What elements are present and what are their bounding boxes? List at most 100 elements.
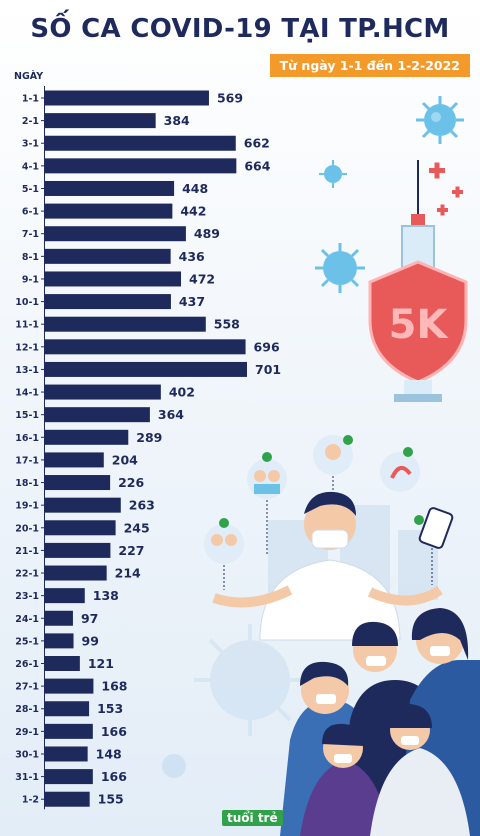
bar — [45, 339, 246, 355]
category-label: 24-1 — [15, 614, 39, 625]
value-label: 289 — [136, 430, 162, 445]
value-label: 364 — [158, 407, 184, 422]
bar — [45, 248, 171, 264]
bar — [45, 791, 90, 807]
bar — [45, 633, 74, 649]
bar — [45, 542, 111, 558]
bar — [45, 180, 175, 196]
virus-icon — [315, 243, 365, 293]
bar — [45, 475, 111, 491]
category-label: 3-1 — [22, 139, 39, 150]
value-label: 204 — [112, 452, 138, 467]
category-label: 16-1 — [15, 433, 39, 444]
value-label: 402 — [169, 385, 195, 400]
value-label: 148 — [96, 746, 122, 761]
bar — [45, 769, 93, 785]
value-label: 153 — [97, 701, 123, 716]
value-label: 701 — [255, 362, 281, 377]
value-label: 664 — [244, 158, 270, 173]
value-label: 99 — [82, 633, 99, 648]
bar — [45, 113, 156, 129]
virus-icon — [162, 754, 186, 778]
category-label: 17-1 — [15, 455, 39, 466]
value-label: 226 — [118, 475, 144, 490]
bar — [45, 610, 73, 626]
value-label: 263 — [129, 498, 155, 513]
category-label: 15-1 — [15, 410, 39, 421]
virus-icon — [194, 624, 306, 736]
category-label: 21-1 — [15, 546, 39, 557]
crowd-figures — [280, 608, 480, 836]
category-label: 2-1 — [22, 116, 39, 127]
bar — [45, 135, 236, 151]
bar — [45, 656, 80, 671]
value-label: 569 — [217, 91, 243, 106]
bar — [45, 520, 116, 536]
value-label: 121 — [88, 656, 114, 671]
category-label: 23-1 — [15, 591, 39, 602]
category-label: 9-1 — [22, 274, 39, 285]
value-label: 97 — [81, 611, 98, 626]
value-label: 168 — [101, 679, 127, 694]
value-label: 662 — [244, 136, 270, 151]
value-label: 155 — [98, 792, 124, 807]
bar — [45, 361, 247, 377]
bar — [45, 158, 237, 174]
value-label: 138 — [93, 588, 119, 603]
value-label: 696 — [254, 339, 280, 354]
category-label: 1-1 — [22, 94, 39, 105]
bar — [45, 203, 173, 219]
category-label: 26-1 — [15, 659, 39, 670]
plus-icon — [429, 162, 463, 216]
value-label: 245 — [124, 520, 150, 535]
category-label: 14-1 — [15, 388, 39, 399]
value-label: 436 — [179, 249, 205, 264]
value-label: 442 — [180, 204, 206, 219]
brand-logo: tuổi trẻ — [222, 810, 283, 826]
y-axis-label: NGÀY — [14, 71, 44, 82]
category-label: 27-1 — [15, 682, 39, 693]
value-label: 558 — [214, 317, 240, 332]
category-label: 6-1 — [22, 207, 39, 218]
category-label: 10-1 — [15, 297, 39, 308]
value-label: 489 — [194, 226, 220, 241]
category-label: 18-1 — [15, 478, 39, 489]
category-label: 19-1 — [15, 501, 39, 512]
doctor-figure — [212, 491, 443, 641]
value-label: 448 — [182, 181, 208, 196]
value-label: 472 — [189, 271, 215, 286]
bar — [45, 588, 85, 604]
bar — [45, 701, 90, 717]
shield-text: 5K — [389, 302, 450, 348]
page-title: SỐ CA COVID-19 TẠI TP.HCM — [30, 14, 450, 44]
category-label: 30-1 — [15, 749, 39, 760]
bar — [45, 497, 121, 513]
bar — [45, 294, 171, 310]
category-label: 25-1 — [15, 636, 39, 647]
category-label: 1-2 — [22, 795, 39, 806]
category-label: 12-1 — [15, 342, 39, 353]
value-label: 214 — [115, 566, 141, 581]
value-label: 384 — [164, 113, 190, 128]
bar — [45, 271, 182, 287]
bar — [45, 90, 209, 106]
syringe-shield-icon: 5K — [368, 160, 468, 402]
value-label: 437 — [179, 294, 205, 309]
bar — [45, 316, 206, 332]
bar — [45, 678, 94, 694]
category-label: 11-1 — [15, 320, 39, 331]
category-label: 31-1 — [15, 772, 39, 783]
bar — [45, 429, 129, 445]
bar — [45, 723, 93, 739]
value-label: 227 — [118, 543, 144, 558]
virus-icon — [319, 160, 347, 188]
category-label: 28-1 — [15, 704, 39, 715]
category-label: 20-1 — [15, 523, 39, 534]
category-label: 7-1 — [22, 229, 39, 240]
category-label: 29-1 — [15, 727, 39, 738]
category-label: 13-1 — [15, 365, 39, 376]
category-label: 5-1 — [22, 184, 39, 195]
